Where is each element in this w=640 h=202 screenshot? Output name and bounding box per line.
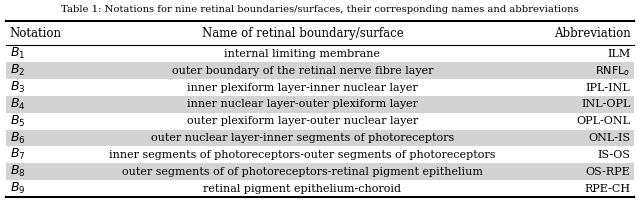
Text: $B_{7}$: $B_{7}$ [10, 147, 25, 162]
Text: Notation: Notation [10, 27, 61, 40]
Text: IS-OS: IS-OS [597, 150, 630, 160]
Text: $B_{2}$: $B_{2}$ [10, 63, 25, 78]
Text: $\mathrm{RNFL}_{o}$: $\mathrm{RNFL}_{o}$ [595, 64, 630, 78]
Bar [6, 163, 634, 180]
Text: OPL-ONL: OPL-ONL [577, 116, 630, 126]
Text: IPL-INL: IPL-INL [586, 83, 630, 93]
Text: Table 1: Notations for nine retinal boundaries/surfaces, their corresponding nam: Table 1: Notations for nine retinal boun… [61, 5, 579, 14]
Text: inner segments of photoreceptors-outer segments of photoreceptors: inner segments of photoreceptors-outer s… [109, 150, 495, 160]
Text: retinal pigment epithelium-choroid: retinal pigment epithelium-choroid [204, 184, 401, 194]
Text: internal limiting membrane: internal limiting membrane [225, 49, 380, 59]
Text: ILM: ILM [607, 49, 630, 59]
Text: $B_{8}$: $B_{8}$ [10, 164, 25, 179]
Text: $B_{9}$: $B_{9}$ [10, 181, 25, 196]
Text: RPE-CH: RPE-CH [584, 184, 630, 194]
Text: $B_{3}$: $B_{3}$ [10, 80, 25, 95]
Text: $B_{6}$: $B_{6}$ [10, 130, 25, 146]
Text: inner nuclear layer-outer plexiform layer: inner nuclear layer-outer plexiform laye… [187, 99, 418, 109]
Text: outer segments of of photoreceptors-retinal pigment epithelium: outer segments of of photoreceptors-reti… [122, 167, 483, 177]
Text: $B_{4}$: $B_{4}$ [10, 97, 25, 112]
Text: ONL-IS: ONL-IS [588, 133, 630, 143]
Text: INL-OPL: INL-OPL [581, 99, 630, 109]
Text: inner plexiform layer-inner nuclear layer: inner plexiform layer-inner nuclear laye… [187, 83, 418, 93]
Text: OS-RPE: OS-RPE [586, 167, 630, 177]
Bar [6, 130, 634, 146]
Bar [6, 62, 634, 79]
Bar [6, 96, 634, 113]
Text: outer plexiform layer-outer nuclear layer: outer plexiform layer-outer nuclear laye… [187, 116, 418, 126]
Text: $B_{1}$: $B_{1}$ [10, 46, 25, 61]
Text: Name of retinal boundary/surface: Name of retinal boundary/surface [202, 27, 403, 40]
Text: outer nuclear layer-inner segments of photoreceptors: outer nuclear layer-inner segments of ph… [151, 133, 454, 143]
Text: outer boundary of the retinal nerve fibre layer: outer boundary of the retinal nerve fibr… [172, 66, 433, 76]
Text: $B_{5}$: $B_{5}$ [10, 114, 25, 129]
Text: Abbreviation: Abbreviation [554, 27, 630, 40]
